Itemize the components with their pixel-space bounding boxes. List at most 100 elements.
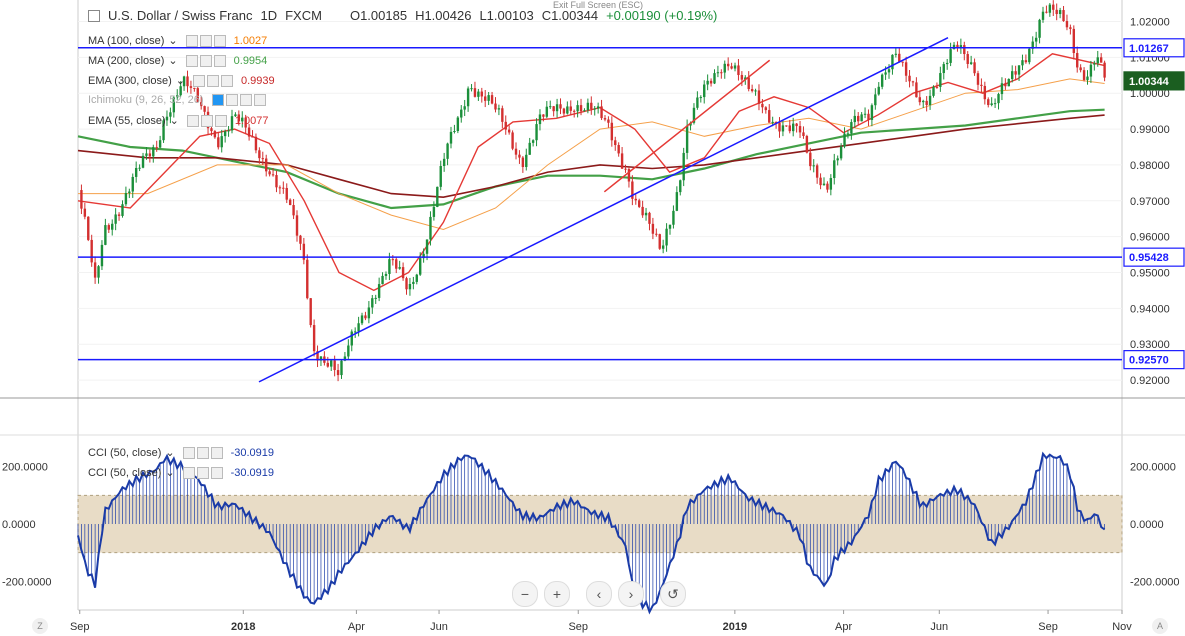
candle <box>829 178 833 190</box>
candle <box>993 103 997 105</box>
cci-tick-label-right: 200.0000 <box>1130 462 1176 474</box>
ohlc-low: L1.00103 <box>479 8 534 23</box>
price-tick-label: 0.95000 <box>1130 268 1170 280</box>
candle <box>631 181 634 199</box>
candle <box>288 199 292 206</box>
candle <box>1069 27 1072 29</box>
candle <box>477 91 480 97</box>
interval[interactable]: 1D <box>260 8 278 23</box>
price-tick-label: 0.92000 <box>1130 375 1170 387</box>
candle <box>572 110 576 112</box>
candle <box>128 191 131 194</box>
legend-toolbar-icons[interactable] <box>185 54 226 67</box>
scroll-left-button[interactable]: ‹ <box>586 581 612 607</box>
price-level-tag <box>1123 247 1185 267</box>
candle <box>1055 9 1058 15</box>
candle <box>624 168 627 170</box>
legend-toolbar-icons[interactable] <box>182 466 223 479</box>
auto-scale-button[interactable]: A <box>1152 618 1168 634</box>
symbol-name[interactable]: U.S. Dollar / Swiss Franc <box>108 8 253 23</box>
candle <box>528 142 531 155</box>
candle <box>733 65 737 69</box>
legend-toolbar-icons[interactable] <box>185 34 226 47</box>
time-tick-label: Jun <box>930 621 948 633</box>
candle <box>117 214 121 216</box>
price-tick-label: 0.94000 <box>1130 303 1170 315</box>
candle <box>299 235 302 244</box>
candle <box>97 266 100 278</box>
candle <box>395 259 398 269</box>
candle <box>638 200 641 207</box>
candle <box>983 85 987 100</box>
candle <box>542 114 545 117</box>
zoom-in-button[interactable]: + <box>544 581 570 607</box>
legend-row-ichimoku[interactable]: Ichimoku (9, 26, 52, 26) <box>88 94 270 106</box>
legend-toolbar-icons[interactable] <box>211 94 266 106</box>
candle <box>460 109 463 118</box>
legend-row-ema300[interactable]: EMA (300, close) ⌄ 0.9939 <box>88 74 275 87</box>
zoom-out-button[interactable]: − <box>512 581 538 607</box>
candle <box>850 122 853 134</box>
candle <box>419 258 422 275</box>
candle <box>915 82 918 98</box>
legend-toolbar-icons[interactable] <box>192 74 233 87</box>
legend-toolbar-icons[interactable] <box>182 446 223 459</box>
candle <box>1017 65 1021 75</box>
scroll-right-button[interactable]: › <box>618 581 644 607</box>
candle <box>853 115 856 123</box>
candle <box>432 206 436 217</box>
candle <box>651 223 655 234</box>
candle <box>176 95 179 98</box>
zoom-corner-button[interactable]: Z <box>32 618 48 634</box>
candle <box>1041 11 1045 20</box>
candle <box>1004 83 1007 87</box>
candle <box>1082 70 1086 80</box>
candle <box>952 44 956 50</box>
candle <box>220 136 223 148</box>
legend-row-cci[interactable]: CCI (50, close) ⌄ -30.0919 <box>88 446 275 459</box>
candle <box>80 190 83 209</box>
candle <box>480 91 483 97</box>
candle <box>193 87 196 89</box>
legend-label: CCI (50, close) <box>88 466 162 479</box>
candle <box>1089 64 1093 77</box>
candle <box>148 153 152 157</box>
legend-toolbar-icons[interactable] <box>186 114 227 127</box>
candle <box>614 140 617 146</box>
candle <box>186 76 189 87</box>
legend-row-ema55[interactable]: EMA (55, close) ⌄ 1.0077 <box>88 114 269 127</box>
reset-chart-button[interactable]: ↺ <box>660 581 686 607</box>
exit-fullscreen-hint[interactable]: Exit Full Screen (ESC) <box>553 0 644 10</box>
candle <box>90 239 93 263</box>
legend-row-cci[interactable]: CCI (50, close) ⌄ -30.0919 <box>88 466 275 479</box>
candle <box>969 62 973 64</box>
candle <box>583 110 586 112</box>
candle <box>93 262 97 278</box>
candle <box>812 165 815 167</box>
minus-square-icon[interactable] <box>88 9 100 22</box>
candle <box>956 44 959 48</box>
candle <box>781 125 785 132</box>
candle <box>306 259 309 299</box>
time-tick-label: Apr <box>835 621 852 633</box>
candle <box>1007 79 1010 87</box>
candle <box>1065 21 1069 28</box>
candle <box>846 133 850 135</box>
price-level-label: 0.95428 <box>1129 252 1169 264</box>
candle <box>316 351 319 361</box>
trendline[interactable] <box>258 36 949 383</box>
legend-row-ma100[interactable]: MA (100, close) ⌄ 1.0027 <box>88 34 268 47</box>
cci-tick-label-right: -200.0000 <box>1130 576 1180 588</box>
candle <box>87 216 90 240</box>
candle <box>596 106 600 109</box>
price-level-label: 0.92570 <box>1129 355 1169 367</box>
trendline[interactable] <box>603 59 771 193</box>
candle <box>768 110 771 123</box>
candle <box>788 125 791 132</box>
candle <box>504 121 507 130</box>
candle <box>843 133 846 147</box>
candle <box>925 100 928 105</box>
candle <box>511 132 514 149</box>
legend-row-ma200[interactable]: MA (200, close) ⌄ 0.9954 <box>88 54 268 67</box>
